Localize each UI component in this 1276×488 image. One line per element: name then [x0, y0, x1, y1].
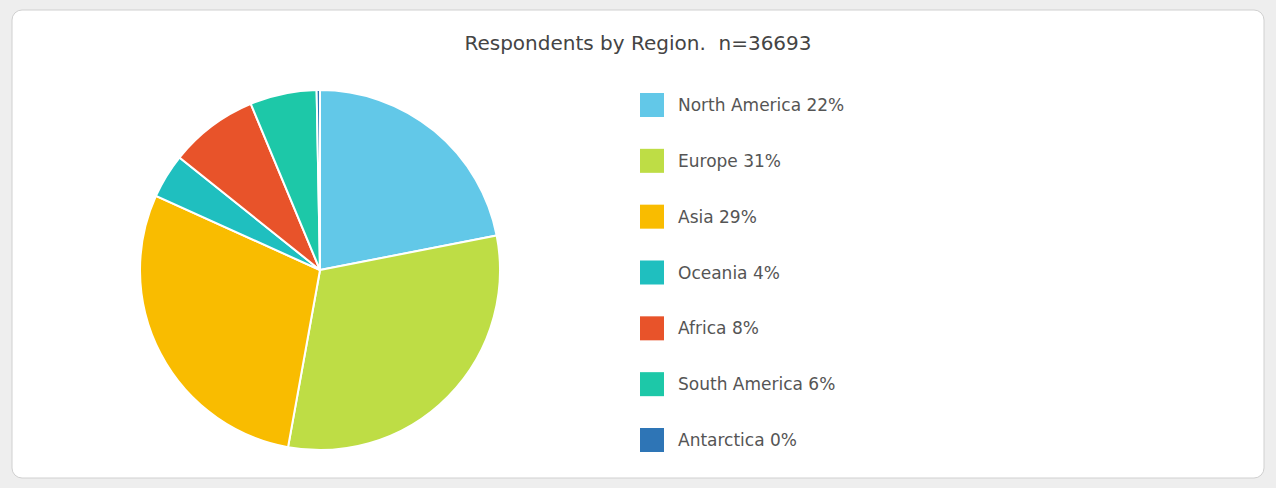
legend-swatch	[640, 428, 664, 452]
legend-label: North America 22%	[678, 95, 844, 115]
legend: North America 22% Europe 31% Asia 29% Ocean…	[640, 93, 844, 452]
chart-svg: Respondents by Region. n=36693 North Amer…	[0, 0, 1276, 488]
legend-label: Europe 31%	[678, 151, 781, 171]
legend-label: Asia 29%	[678, 207, 757, 227]
legend-label: Antarctica 0%	[678, 430, 797, 450]
card	[12, 10, 1264, 478]
legend-swatch	[640, 372, 664, 396]
legend-swatch	[640, 205, 664, 229]
legend-label: Oceania 4%	[678, 263, 780, 283]
pie-slice	[251, 90, 320, 270]
legend-swatch	[640, 316, 664, 340]
chart-title: Respondents by Region. n=36693	[464, 31, 811, 55]
chart-container: Respondents by Region. n=36693 North Amer…	[0, 0, 1276, 488]
pie	[140, 90, 500, 450]
pie-slice	[317, 90, 320, 270]
legend-swatch	[640, 261, 664, 285]
legend-label: Africa 8%	[678, 318, 759, 338]
legend-swatch	[640, 93, 664, 117]
legend-swatch	[640, 149, 664, 173]
legend-label: South America 6%	[678, 374, 835, 394]
